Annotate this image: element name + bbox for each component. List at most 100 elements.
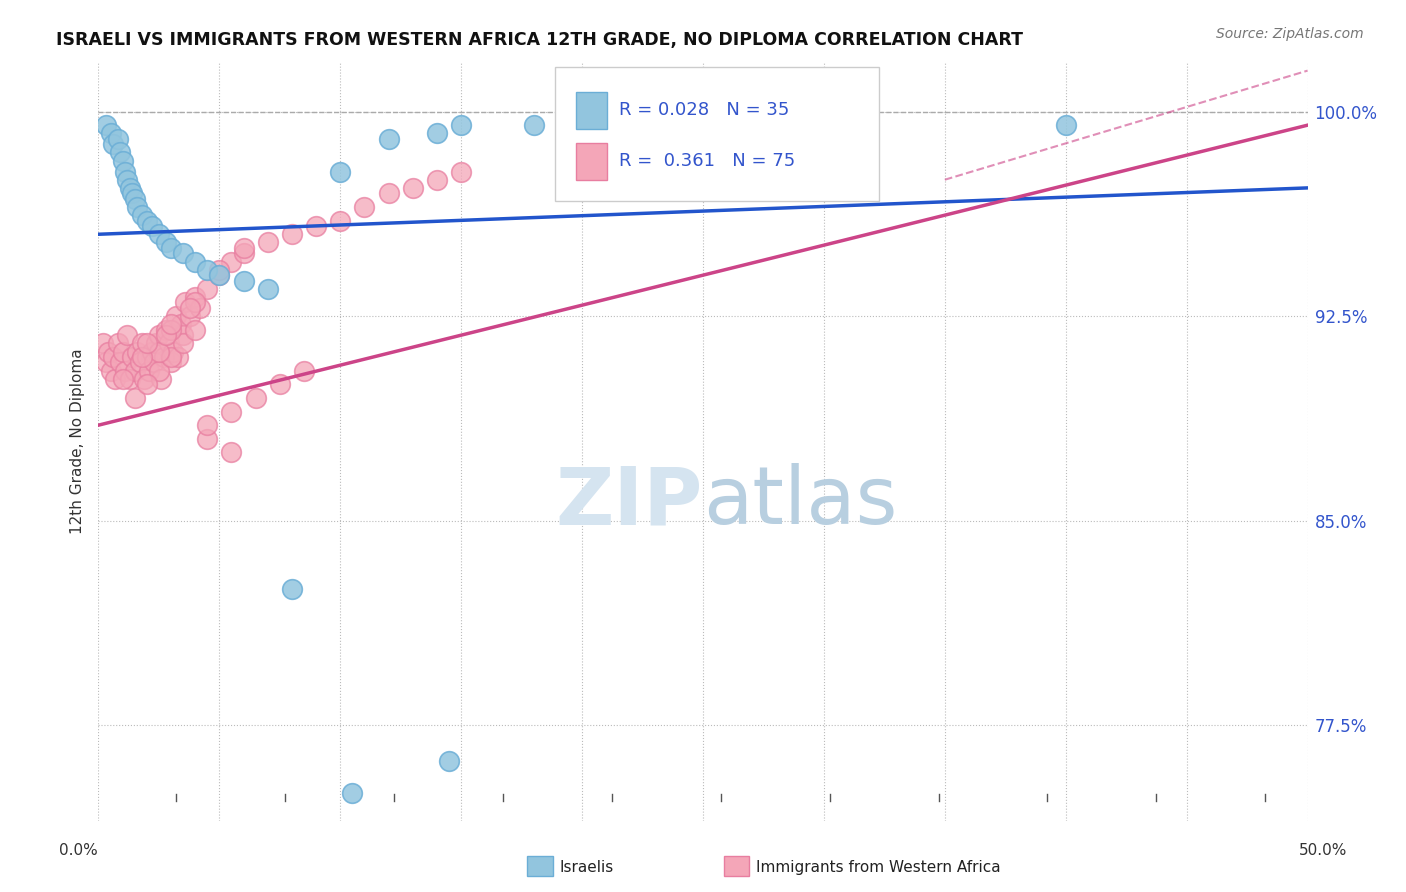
Point: [232, 246, 254, 260]
Point: [208, 262, 231, 277]
Point: [127, 344, 149, 359]
Point: [124, 364, 146, 378]
Point: [104, 372, 127, 386]
Point: [138, 364, 160, 378]
Point: [135, 377, 157, 392]
Point: [256, 282, 278, 296]
Text: 0.0%: 0.0%: [59, 843, 98, 857]
Point: [101, 137, 124, 152]
Point: [329, 213, 352, 227]
Point: [152, 350, 174, 364]
Point: [195, 418, 218, 433]
Point: [172, 328, 194, 343]
Point: [281, 582, 304, 596]
Point: [135, 350, 157, 364]
Text: Source: ZipAtlas.com: Source: ZipAtlas.com: [1216, 27, 1364, 41]
Point: [167, 350, 190, 364]
Point: [179, 301, 201, 315]
Point: [450, 164, 472, 178]
Point: [155, 235, 177, 250]
Point: [195, 282, 218, 296]
Point: [188, 301, 211, 315]
Point: [111, 344, 134, 359]
Point: [245, 391, 267, 405]
Point: [155, 328, 177, 343]
Point: [329, 164, 352, 178]
Point: [124, 192, 146, 206]
Point: [184, 295, 207, 310]
Point: [108, 355, 131, 369]
Point: [232, 241, 254, 255]
Point: [121, 186, 143, 201]
Point: [165, 309, 187, 323]
Point: [256, 235, 278, 250]
Point: [195, 432, 218, 446]
Text: 50.0%: 50.0%: [1299, 843, 1347, 857]
Point: [169, 318, 191, 332]
Point: [353, 200, 375, 214]
Point: [143, 355, 166, 369]
Point: [114, 364, 136, 378]
Point: [281, 227, 304, 242]
Point: [100, 364, 122, 378]
Point: [1054, 118, 1077, 132]
Point: [145, 336, 167, 351]
Point: [134, 372, 156, 386]
Text: R =  0.361   N = 75: R = 0.361 N = 75: [619, 152, 794, 169]
Point: [101, 350, 124, 364]
Point: [232, 274, 254, 288]
Point: [426, 126, 449, 140]
Point: [160, 350, 183, 364]
Point: [292, 364, 315, 378]
Point: [131, 336, 153, 351]
Point: [450, 118, 472, 132]
Text: ZIP: ZIP: [555, 463, 703, 541]
Point: [377, 186, 399, 201]
Point: [221, 445, 243, 459]
Point: [426, 172, 449, 186]
Point: [111, 153, 134, 168]
Point: [571, 118, 593, 132]
Point: [108, 145, 131, 160]
Point: [118, 372, 141, 386]
Point: [305, 219, 328, 233]
Point: [160, 323, 183, 337]
Point: [107, 132, 129, 146]
Point: [160, 355, 183, 369]
Point: [150, 372, 173, 386]
Point: [118, 181, 141, 195]
Point: [131, 350, 153, 364]
Point: [172, 336, 194, 351]
Point: [437, 754, 460, 768]
Point: [155, 323, 177, 337]
Point: [91, 336, 114, 351]
Point: [124, 391, 146, 405]
Point: [377, 132, 399, 146]
Point: [221, 404, 243, 418]
Point: [148, 364, 170, 378]
Point: [157, 336, 180, 351]
Point: [131, 208, 153, 222]
Point: [184, 290, 207, 304]
Point: [107, 336, 129, 351]
Point: [184, 254, 207, 268]
Point: [402, 181, 425, 195]
Point: [148, 227, 170, 242]
Point: [148, 344, 170, 359]
Point: [208, 268, 231, 282]
Point: [128, 355, 150, 369]
Point: [523, 118, 546, 132]
Point: [342, 786, 364, 800]
Point: [121, 350, 143, 364]
Point: [141, 219, 163, 233]
Point: [162, 344, 184, 359]
Point: [160, 241, 183, 255]
Point: [111, 372, 134, 386]
Text: ISRAELI VS IMMIGRANTS FROM WESTERN AFRICA 12TH GRADE, NO DIPLOMA CORRELATION CHA: ISRAELI VS IMMIGRANTS FROM WESTERN AFRIC…: [56, 31, 1024, 49]
Point: [179, 309, 201, 323]
Point: [97, 344, 120, 359]
Y-axis label: 12th Grade, No Diploma: 12th Grade, No Diploma: [69, 349, 84, 534]
Point: [148, 328, 170, 343]
Text: Immigrants from Western Africa: Immigrants from Western Africa: [756, 860, 1001, 874]
Point: [94, 355, 117, 369]
